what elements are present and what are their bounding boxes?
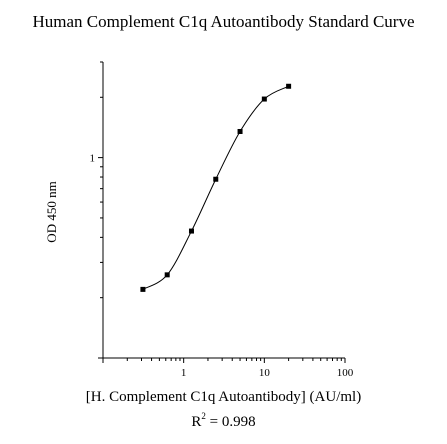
data-point bbox=[213, 176, 219, 182]
x-axis-label: [H. Complement C1q Autoantibody] (AU/ml) bbox=[85, 389, 362, 405]
y-axis-label: OD 450 nm bbox=[44, 181, 59, 243]
r-squared-value: = 0.998 bbox=[205, 414, 256, 430]
axis-ticks: 1 10 100 1 bbox=[90, 61, 354, 379]
data-point bbox=[164, 272, 170, 278]
data-points bbox=[140, 83, 292, 292]
data-point bbox=[237, 128, 243, 134]
fit-curve bbox=[142, 85, 289, 290]
data-point bbox=[261, 96, 267, 102]
chart-title: Human Complement C1q Autoantibody Standa… bbox=[32, 12, 415, 31]
r-squared-prefix: R bbox=[191, 414, 202, 430]
data-point bbox=[188, 228, 194, 234]
x-tick-label: 10 bbox=[259, 367, 271, 379]
x-tick-label: 100 bbox=[337, 367, 354, 379]
r-squared-annotation: R2 = 0.998 bbox=[0, 411, 447, 431]
data-point bbox=[286, 83, 292, 89]
data-point bbox=[140, 286, 146, 292]
y-tick-label: 1 bbox=[90, 153, 96, 165]
r-squared-exponent: 2 bbox=[201, 411, 206, 421]
x-tick-label: 1 bbox=[181, 367, 187, 379]
